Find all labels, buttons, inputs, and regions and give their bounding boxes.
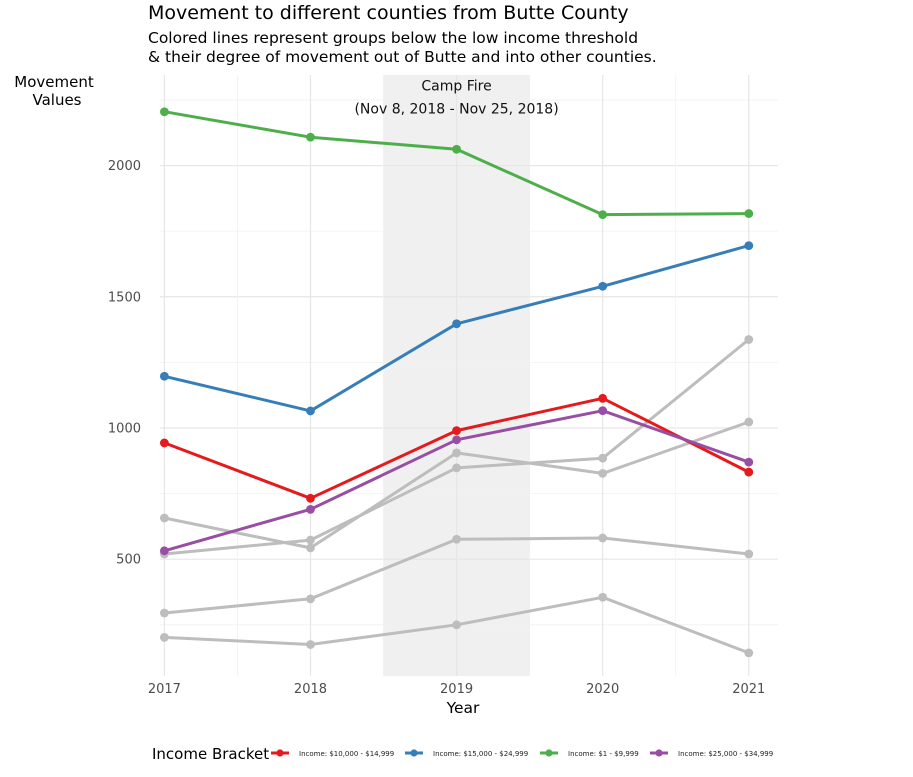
highlight-data-point xyxy=(306,493,315,503)
highlight-data-point xyxy=(452,144,461,154)
highlight-data-point xyxy=(598,406,608,416)
legend-item: Income: $15,000 - $24,999 xyxy=(405,749,528,758)
legend-swatch-point xyxy=(545,749,553,757)
y-tick-label: 2000 xyxy=(108,159,141,174)
highlight-series xyxy=(159,241,754,416)
legend-title: Income Bracket xyxy=(152,745,269,763)
highlight-data-point xyxy=(159,371,169,381)
highlight-data-point xyxy=(159,107,169,117)
highlight-data-point xyxy=(744,241,754,250)
legend-label: Income: $25,000 - $34,999 xyxy=(678,750,773,758)
axes: 500 1000 1500 2000 2017 2018 2019 2020 2021 xyxy=(108,159,765,697)
x-tick-label: 2020 xyxy=(586,682,619,697)
background-data-point xyxy=(744,335,754,344)
legend-item: Income: $10,000 - $14,999 xyxy=(271,749,394,758)
highlight-data-point xyxy=(306,132,315,142)
camp-fire-annotation: Camp Fire (Nov 8, 2018 - Nov 25, 2018) xyxy=(354,79,558,118)
camp-fire-dates-label: (Nov 8, 2018 - Nov 25, 2018) xyxy=(354,102,558,118)
highlight-data-point xyxy=(452,319,461,329)
highlight-data-point xyxy=(306,504,315,514)
legend-swatch-point xyxy=(655,749,663,757)
legend-label: Income: $10,000 - $14,999 xyxy=(299,750,394,758)
background-data-point xyxy=(159,633,169,642)
x-tick-label: 2018 xyxy=(294,682,327,697)
legend-item: Income: $25,000 - $34,999 xyxy=(650,749,773,758)
highlight-data-point xyxy=(598,210,608,220)
background-data-point xyxy=(306,594,315,604)
legend: Income Bracket Income: $10,000 - $14,999… xyxy=(152,745,773,763)
highlight-data-point xyxy=(452,435,461,445)
legend-label: Income: $1 - $9,999 xyxy=(568,750,639,758)
background-data-point xyxy=(598,592,608,602)
background-data-point xyxy=(598,468,608,478)
background-data-point xyxy=(452,463,461,473)
background-series xyxy=(159,417,754,553)
x-tick-label: 2017 xyxy=(148,682,181,697)
background-data-point xyxy=(159,608,169,618)
background-data-point xyxy=(306,535,315,545)
background-data-point xyxy=(744,549,754,559)
legend-swatch-point xyxy=(276,749,284,757)
camp-fire-label: Camp Fire xyxy=(421,79,491,95)
highlight-data-point xyxy=(744,457,754,467)
x-tick-label: 2019 xyxy=(440,682,473,697)
highlight-data-point xyxy=(744,467,754,477)
chart-subtitle-line-1: Colored lines represent groups below the… xyxy=(148,29,638,47)
background-data-point xyxy=(452,534,461,544)
y-tick-label: 1500 xyxy=(108,290,141,305)
highlight-series xyxy=(159,406,754,556)
background-data-point xyxy=(452,620,461,630)
highlight-series xyxy=(159,107,754,220)
y-axis-title-line-1: Movement xyxy=(14,73,94,91)
background-series xyxy=(159,592,754,658)
highlight-data-point xyxy=(598,393,608,403)
chart-title: Movement to different counties from Butt… xyxy=(148,2,629,24)
x-tick-label: 2021 xyxy=(732,682,765,697)
background-series xyxy=(159,533,754,618)
y-axis-title-line-2: Values xyxy=(32,91,81,109)
background-data-point xyxy=(744,648,754,658)
background-series xyxy=(159,335,754,559)
legend-label: Income: $15,000 - $24,999 xyxy=(433,750,528,758)
highlight-series xyxy=(159,393,754,503)
background-data-point xyxy=(306,543,315,553)
chart-subtitle-line-2: & their degree of movement out of Butte … xyxy=(148,48,657,66)
highlight-data-point xyxy=(744,209,754,218)
background-data-point xyxy=(598,453,608,463)
legend-swatch-point xyxy=(410,749,418,757)
highlight-data-point xyxy=(452,426,461,436)
y-tick-label: 1000 xyxy=(108,421,141,436)
background-data-point xyxy=(306,640,315,649)
legend-item: Income: $1 - $9,999 xyxy=(540,749,639,758)
series-layer xyxy=(159,107,754,658)
y-tick-label: 500 xyxy=(116,553,141,568)
background-data-point xyxy=(598,533,608,543)
highlight-data-point xyxy=(159,438,169,448)
background-data-point xyxy=(744,417,754,427)
background-data-point xyxy=(159,513,169,523)
highlight-data-point xyxy=(159,546,169,556)
x-axis-title: Year xyxy=(446,699,480,717)
background-data-point xyxy=(452,448,461,458)
highlight-data-point xyxy=(598,281,608,291)
highlight-data-point xyxy=(306,406,315,416)
